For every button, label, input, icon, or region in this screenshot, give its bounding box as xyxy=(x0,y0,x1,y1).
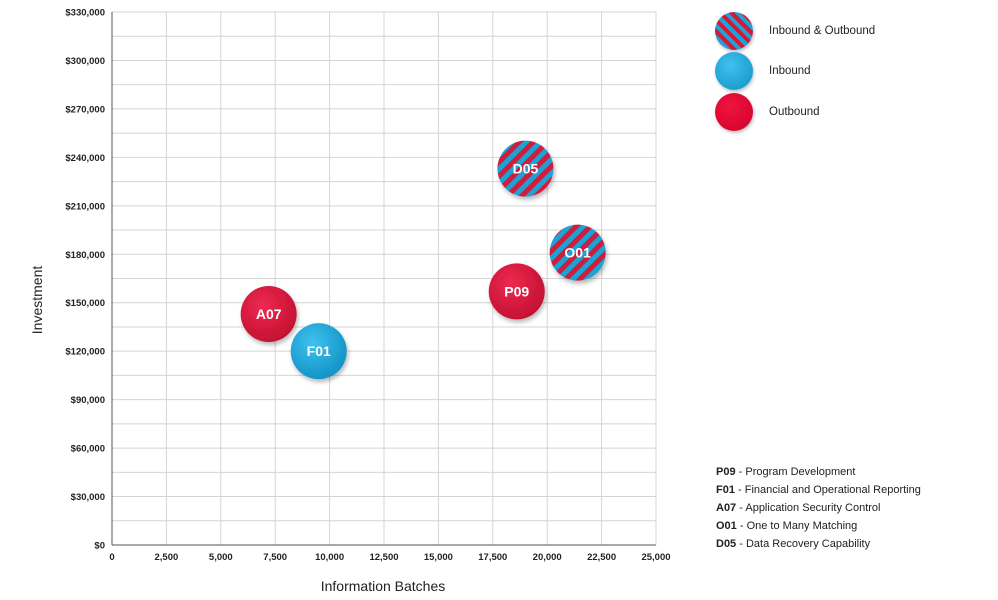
bubble-label: F01 xyxy=(307,343,331,359)
legend-label: Outbound xyxy=(769,106,820,118)
x-tick-label: 15,000 xyxy=(424,552,453,563)
x-tick-label: 10,000 xyxy=(315,552,344,563)
bubble-marker xyxy=(290,323,347,380)
bubble-label: D05 xyxy=(513,161,539,177)
bubble-label: O01 xyxy=(564,245,591,261)
x-tick-label: 5,000 xyxy=(209,552,233,563)
code-id: D05 xyxy=(716,538,737,550)
code-legend-row: P09 - Program Development xyxy=(716,466,856,478)
code-legend-row: D05 - Data Recovery Capability xyxy=(716,538,871,550)
bubble-label: A07 xyxy=(256,306,282,322)
y-tick-label: $30,000 xyxy=(71,492,105,503)
x-tick-label: 7,500 xyxy=(263,552,287,563)
code-legend-row: F01 - Financial and Operational Reportin… xyxy=(716,484,921,496)
bubble-marker xyxy=(240,286,297,343)
x-axis-title: Information Batches xyxy=(321,578,446,594)
y-axis-title: Investment xyxy=(29,266,45,335)
x-tick-label: 12,500 xyxy=(369,552,398,563)
y-tick-label: $120,000 xyxy=(65,347,105,358)
bubble-d05: D05 xyxy=(497,140,554,197)
data-points: D05 O01 P09 A07 F01 xyxy=(240,140,606,380)
axes: $0 $30,000 $60,000 $90,000 $120,000 $150,000 $… xyxy=(65,8,670,564)
y-tick-label: $330,000 xyxy=(65,8,105,19)
x-tick-label: 20,000 xyxy=(533,552,562,563)
code-description: Application Security Control xyxy=(745,502,881,514)
x-tick-label: 17,500 xyxy=(478,552,507,563)
y-tick-label: $90,000 xyxy=(71,395,105,406)
bubble-f01: F01 xyxy=(290,323,347,380)
code-id: F01 xyxy=(716,484,735,496)
x-tick-label: 22,500 xyxy=(587,552,616,563)
legend-label: Inbound xyxy=(769,65,811,77)
code-description: Financial and Operational Reporting xyxy=(744,484,921,496)
legend-item-inbound: Inbound xyxy=(715,52,811,90)
red-swatch-icon xyxy=(715,93,753,131)
legend-label: Inbound & Outbound xyxy=(769,25,876,37)
bubble-marker xyxy=(549,224,606,281)
code-description: Program Development xyxy=(745,466,856,478)
y-tick-label: $300,000 xyxy=(65,56,105,67)
code-id: P09 xyxy=(716,466,736,478)
striped-swatch-icon xyxy=(715,12,753,50)
bubble-a07: A07 xyxy=(240,286,297,343)
legend-item-inbound-outbound: Inbound & Outbound xyxy=(715,12,875,50)
code-legend-row: A07 - Application Security Control xyxy=(716,502,881,514)
x-tick-label: 2,500 xyxy=(155,552,179,563)
bubble-label: P09 xyxy=(504,283,529,299)
blue-swatch-icon xyxy=(715,52,753,90)
code-legend: P09 - Program Development F01 - Financia… xyxy=(716,463,921,553)
legend-item-outbound: Outbound xyxy=(715,93,820,131)
code-description: One to Many Matching xyxy=(746,520,858,532)
y-tick-label: $240,000 xyxy=(65,153,105,164)
y-tick-label: $210,000 xyxy=(65,201,105,212)
bubble-marker xyxy=(497,140,554,197)
bubble-o01: O01 xyxy=(549,224,606,281)
y-tick-label: $0 xyxy=(94,541,105,552)
y-tick-label: $270,000 xyxy=(65,104,105,115)
y-tick-label: $60,000 xyxy=(71,444,105,455)
x-tick-label: 0 xyxy=(109,552,114,563)
bubble-p09: P09 xyxy=(488,263,545,320)
x-tick-label: 25,000 xyxy=(641,552,670,563)
code-id: A07 xyxy=(716,502,737,514)
y-tick-label: $150,000 xyxy=(65,298,105,309)
code-legend-row: O01 - One to Many Matching xyxy=(716,520,858,532)
code-id: O01 xyxy=(716,520,737,532)
y-tick-label: $180,000 xyxy=(65,250,105,261)
bubble-marker xyxy=(488,263,545,320)
code-description: Data Recovery Capability xyxy=(745,538,871,550)
